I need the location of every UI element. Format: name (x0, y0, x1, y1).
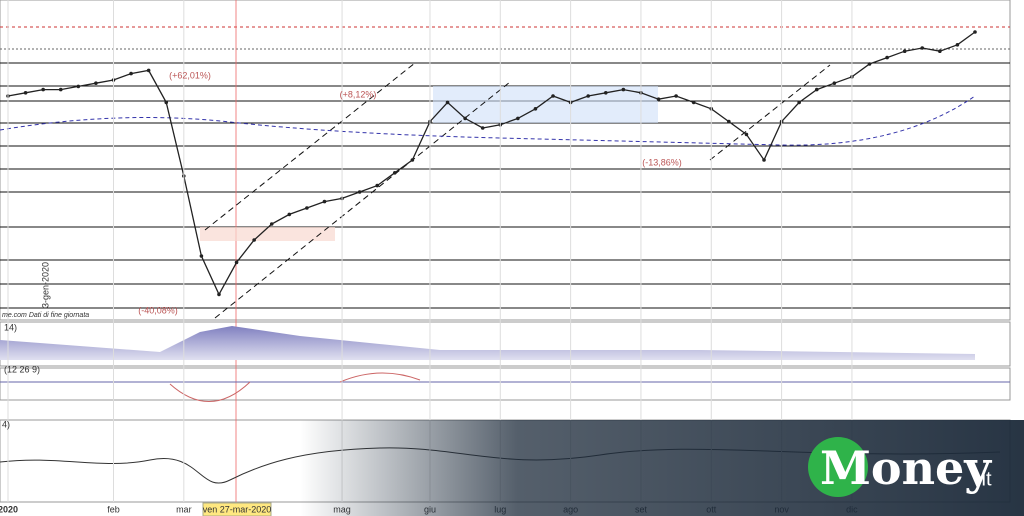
price-point (814, 87, 819, 92)
price-point (885, 55, 889, 60)
price-point (902, 49, 907, 53)
price-point (357, 190, 362, 194)
panel-label: (12 26 9) (4, 364, 40, 374)
price-point (656, 97, 661, 101)
price-point (762, 158, 766, 162)
price-point (287, 212, 292, 217)
price-point (533, 107, 538, 111)
price-point (252, 238, 256, 242)
price-point (867, 62, 872, 66)
price-point (217, 292, 221, 297)
panel-label: 14) (4, 322, 17, 332)
price-point (727, 119, 731, 124)
price-point (691, 100, 696, 105)
price-line (7, 31, 976, 296)
price-point (551, 94, 555, 98)
logo-circle (808, 437, 868, 497)
annotation: (+8,12%) (340, 89, 377, 99)
zone (433, 86, 658, 123)
price-point (58, 87, 63, 92)
x-tick-label: feb (107, 504, 120, 514)
x-tick-label: 2020 (0, 504, 18, 514)
price-point (797, 100, 801, 105)
x-tick-label: mar (176, 504, 192, 514)
price-point (305, 206, 309, 210)
annotation: ven 27-mar-2020 (203, 504, 272, 514)
logo-suffix: .it (976, 468, 992, 490)
price-point (146, 68, 151, 73)
price-point (674, 94, 678, 98)
annotation: (-40,08%) (138, 305, 178, 315)
price-point (129, 71, 133, 76)
annotation: (+62,01%) (169, 70, 211, 80)
price-point (938, 49, 942, 53)
price-point (516, 116, 520, 121)
annotation: 3-gen-2020 (40, 262, 50, 308)
price-point (603, 91, 608, 95)
logo-brand: Money (820, 441, 992, 495)
panel-label: 4) (2, 419, 10, 429)
price-point (199, 254, 204, 258)
tooltip-box (202, 502, 272, 516)
volume-area (0, 326, 975, 360)
price-point (322, 199, 327, 204)
overlay (300, 420, 1024, 516)
price-point (621, 87, 626, 92)
price-point (375, 183, 380, 188)
price-point (955, 43, 960, 47)
price-point (744, 132, 749, 137)
price-point (393, 171, 397, 175)
annotation: (-13,86%) (642, 157, 682, 167)
price-point (23, 91, 28, 95)
price-point (410, 158, 415, 162)
price-point (445, 100, 450, 105)
price-point (269, 222, 274, 226)
price-point (832, 81, 837, 85)
zone (200, 227, 335, 241)
price-point (480, 126, 485, 130)
price-point (41, 87, 45, 92)
price-point (94, 81, 98, 85)
logo: Money .it (808, 437, 992, 497)
price-point (586, 94, 590, 98)
price-point (920, 46, 925, 50)
macd (169, 372, 421, 402)
price-point (164, 100, 169, 105)
moving-average (0, 95, 976, 146)
price-point (973, 30, 977, 34)
price-point (234, 260, 239, 265)
price-point (463, 116, 467, 121)
note: me.com Dati di fine giornata (2, 312, 89, 319)
price-point (76, 84, 81, 89)
